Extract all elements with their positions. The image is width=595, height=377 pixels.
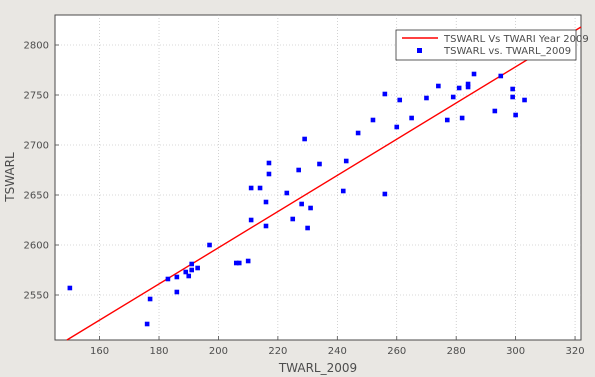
scatter-point	[510, 86, 515, 92]
x-tick-label: 320	[566, 346, 585, 357]
scatter-point	[510, 94, 515, 100]
scatter-point	[302, 136, 307, 142]
axis-ticks: 160 180 200 220 240 260 280 300 320 2550 2600 2650 2…	[24, 41, 585, 358]
legend-marker-swatch	[417, 48, 422, 53]
scatter-point	[465, 84, 471, 90]
scatter-point	[233, 260, 239, 266]
scatter-point	[317, 161, 322, 167]
scatter-point	[450, 94, 456, 100]
scatter-point	[189, 261, 195, 267]
y-tick-label: 2550	[24, 291, 49, 302]
scatter-point	[195, 265, 200, 271]
legend-label-points: TSWARL vs. TWARL_2009	[443, 46, 571, 57]
scatter-point	[266, 160, 272, 166]
scatter-point	[248, 217, 254, 223]
scatter-point	[165, 276, 171, 282]
scatter-point	[444, 117, 450, 123]
scatter-point	[147, 296, 153, 302]
scatter-point	[340, 188, 346, 194]
scatter-point	[498, 73, 504, 79]
scatter-point	[189, 267, 195, 273]
y-tick-label: 2650	[24, 191, 49, 202]
x-axis-label: TWARL_2009	[278, 361, 357, 375]
x-tick-label: 200	[209, 346, 228, 357]
scatter-point	[266, 171, 272, 177]
scatter-point	[355, 130, 361, 136]
scatter-point	[409, 115, 414, 121]
scatter-point	[382, 91, 388, 97]
x-tick-label: 240	[328, 346, 347, 357]
scatter-point	[513, 112, 518, 118]
scatter-point	[207, 242, 212, 248]
scatter-point	[382, 191, 388, 197]
scatter-point	[394, 124, 400, 130]
scatter-point	[183, 269, 189, 275]
x-tick-label: 180	[149, 346, 168, 357]
y-tick-label: 2800	[24, 41, 49, 52]
scatter-point	[465, 81, 471, 87]
y-axis-label: TSWARL	[3, 152, 17, 203]
scatter-point	[305, 225, 310, 231]
scatter-point	[174, 274, 180, 280]
series-layer	[66, 26, 582, 341]
scatter-point	[284, 190, 290, 196]
scatter-point	[308, 205, 313, 211]
x-tick-label: 260	[387, 346, 406, 357]
y-tick-label: 2600	[24, 241, 49, 252]
scatter-point	[424, 95, 429, 101]
legend-label-fit: TSWARL Vs TWARI Year 2009	[443, 34, 589, 45]
plot-background	[54, 14, 582, 341]
legend-box	[395, 29, 577, 61]
scatter-point	[522, 97, 527, 103]
x-tick-label: 300	[506, 346, 525, 357]
scatter-point	[174, 289, 180, 295]
scatter-point	[296, 167, 301, 173]
scatter-point	[456, 85, 462, 91]
scatter-point	[186, 273, 192, 279]
scatter-point	[370, 117, 376, 123]
scatter-point	[299, 201, 304, 207]
scatter-point	[492, 108, 498, 114]
legend: TSWARL Vs TWARI Year 2009 TSWARL vs. TWA…	[395, 29, 589, 61]
x-tick-label: 160	[90, 346, 109, 357]
scatter-point	[436, 83, 441, 89]
scatter-point	[257, 185, 263, 191]
scatter-point	[248, 185, 254, 191]
scatter-point	[245, 258, 251, 264]
scatter-point	[397, 97, 403, 103]
scatter-point	[144, 321, 150, 327]
scatter-point	[290, 216, 296, 222]
scatter-point	[263, 223, 269, 229]
y-tick-label: 2700	[24, 141, 49, 152]
x-tick-label: 220	[268, 346, 287, 357]
x-tick-label: 280	[447, 346, 466, 357]
scatter-point	[343, 158, 349, 164]
scatter-point	[263, 199, 269, 205]
scatter-point	[67, 285, 73, 291]
scatter-point	[236, 260, 242, 266]
scatter-point	[459, 115, 465, 121]
scatter-point	[471, 71, 477, 77]
y-tick-label: 2750	[24, 91, 49, 102]
fit-line	[66, 26, 582, 341]
